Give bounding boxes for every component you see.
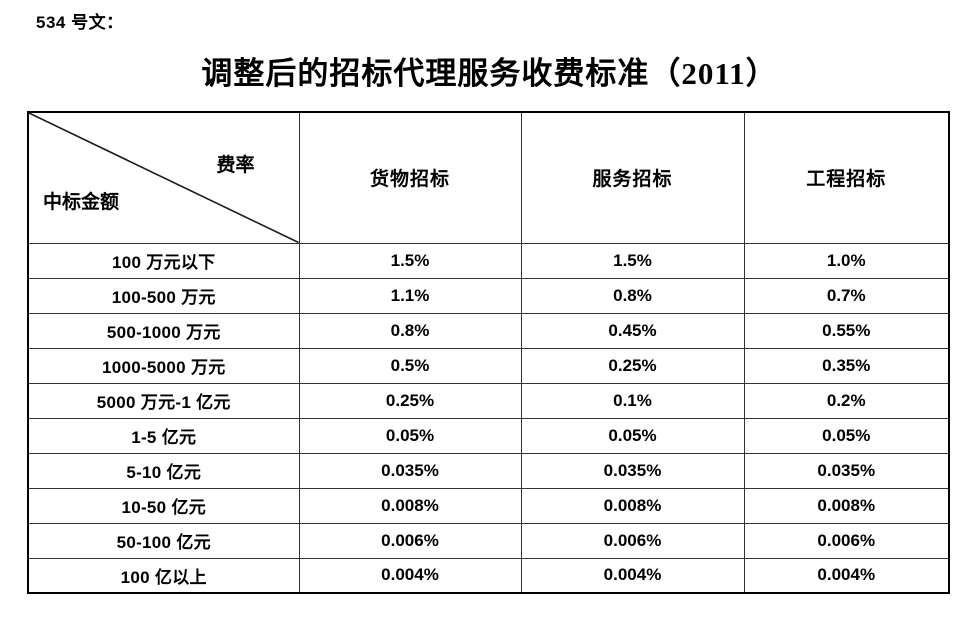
works-rate-value: 0.004% (743, 557, 950, 594)
amount-tier-label: 1-5 亿元 (27, 417, 300, 454)
corner-header-cell: 费率 中标金额 (27, 111, 300, 244)
service-rate-value: 0.008% (520, 487, 745, 524)
goods-rate-value: 0.006% (298, 522, 522, 559)
goods-rate-value: 0.25% (298, 382, 522, 419)
table-header-row: 费率 中标金额 货物招标 服务招标 工程招标 (27, 111, 950, 244)
goods-rate-value: 0.8% (298, 312, 522, 349)
service-rate-value: 0.004% (520, 557, 745, 594)
works-rate-value: 0.55% (743, 312, 950, 349)
table-row: 500-1000 万元 0.8% 0.45% 0.55% (27, 312, 950, 349)
service-rate-value: 0.45% (520, 312, 745, 349)
service-rate-value: 0.1% (520, 382, 745, 419)
amount-tier-label: 500-1000 万元 (27, 312, 300, 349)
table-row: 5-10 亿元 0.035% 0.035% 0.035% (27, 452, 950, 489)
goods-rate-value: 0.004% (298, 557, 522, 594)
table-row: 100-500 万元 1.1% 0.8% 0.7% (27, 277, 950, 314)
table-row: 100 亿以上 0.004% 0.004% 0.004% (27, 557, 950, 594)
corner-label-rate: 费率 (216, 155, 255, 176)
table-row: 5000 万元-1 亿元 0.25% 0.1% 0.2% (27, 382, 950, 419)
works-rate-value: 1.0% (743, 242, 950, 279)
service-rate-value: 0.006% (520, 522, 745, 559)
table-row: 1-5 亿元 0.05% 0.05% 0.05% (27, 417, 950, 454)
amount-tier-label: 5-10 亿元 (27, 452, 300, 489)
works-rate-value: 0.35% (743, 347, 950, 384)
service-rate-value: 1.5% (520, 242, 745, 279)
service-rate-value: 0.035% (520, 452, 745, 489)
table-row: 50-100 亿元 0.006% 0.006% 0.006% (27, 522, 950, 559)
amount-tier-label: 5000 万元-1 亿元 (27, 382, 300, 419)
works-rate-value: 0.008% (743, 487, 950, 524)
works-rate-value: 0.7% (743, 277, 950, 314)
amount-tier-label: 1000-5000 万元 (27, 347, 300, 384)
works-rate-value: 0.006% (743, 522, 950, 559)
diagonal-divider-line (29, 113, 299, 243)
col-header-service-bidding: 服务招标 (520, 111, 745, 244)
goods-rate-value: 1.5% (298, 242, 522, 279)
amount-tier-label: 100 亿以上 (27, 557, 300, 594)
works-rate-value: 0.2% (743, 382, 950, 419)
service-rate-value: 0.8% (520, 277, 745, 314)
table-row: 100 万元以下 1.5% 1.5% 1.0% (27, 242, 950, 279)
service-rate-value: 0.05% (520, 417, 745, 454)
doc-number-label: 534 号文： (36, 13, 124, 32)
works-rate-value: 0.035% (743, 452, 950, 489)
works-rate-value: 0.05% (743, 417, 950, 454)
goods-rate-value: 0.5% (298, 347, 522, 384)
col-header-goods-bidding: 货物招标 (298, 111, 522, 244)
fee-standard-table: 费率 中标金额 货物招标 服务招标 工程招标 100 万元以下 1.5% 1.5… (27, 111, 950, 594)
service-rate-value: 0.25% (520, 347, 745, 384)
goods-rate-value: 1.1% (298, 277, 522, 314)
goods-rate-value: 0.035% (298, 452, 522, 489)
amount-tier-label: 10-50 亿元 (27, 487, 300, 524)
amount-tier-label: 50-100 亿元 (27, 522, 300, 559)
col-header-works-bidding: 工程招标 (743, 111, 950, 244)
page-title: 调整后的招标代理服务收费标准（2011） (201, 56, 778, 91)
corner-label-amount: 中标金额 (43, 191, 120, 213)
amount-tier-label: 100-500 万元 (27, 277, 300, 314)
goods-rate-value: 0.008% (298, 487, 522, 524)
goods-rate-value: 0.05% (298, 417, 522, 454)
table-row: 1000-5000 万元 0.5% 0.25% 0.35% (27, 347, 950, 384)
table-row: 10-50 亿元 0.008% 0.008% 0.008% (27, 487, 950, 524)
amount-tier-label: 100 万元以下 (27, 242, 300, 279)
